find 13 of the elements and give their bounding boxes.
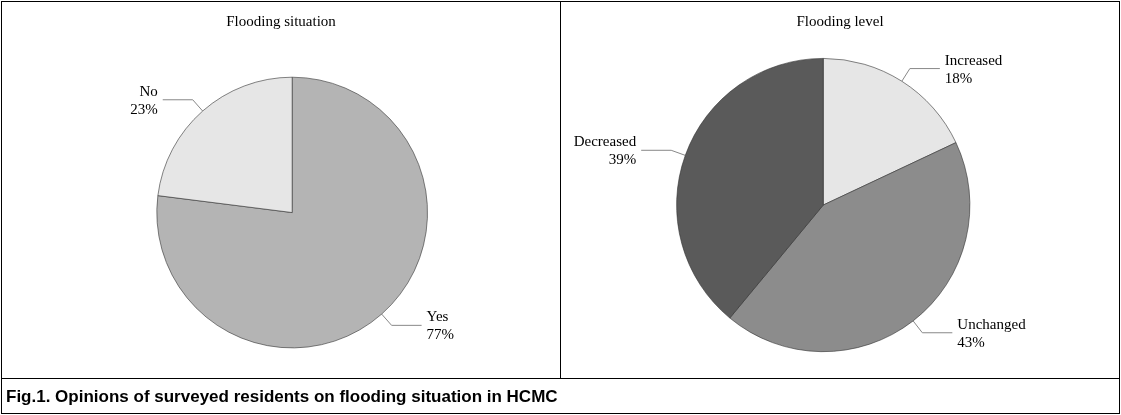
slice-label: No <box>139 82 158 99</box>
data-label: 43% <box>957 333 985 350</box>
slice-label: Yes <box>426 308 449 325</box>
data-label: 23% <box>130 100 158 117</box>
chart-title: Flooding situation <box>226 12 337 29</box>
slice-label: Decreased <box>573 133 637 150</box>
data-label: 77% <box>426 326 455 343</box>
slice-label: Increased <box>944 51 1003 68</box>
caption: Fig.1. Opinions of surveyed residents on flooding situation in HCMC <box>2 378 1119 413</box>
chart-title: Flooding level <box>796 12 884 29</box>
slice-label: Unchanged <box>957 315 1027 332</box>
data-label: 18% <box>944 69 973 86</box>
data-label: 39% <box>608 151 637 168</box>
